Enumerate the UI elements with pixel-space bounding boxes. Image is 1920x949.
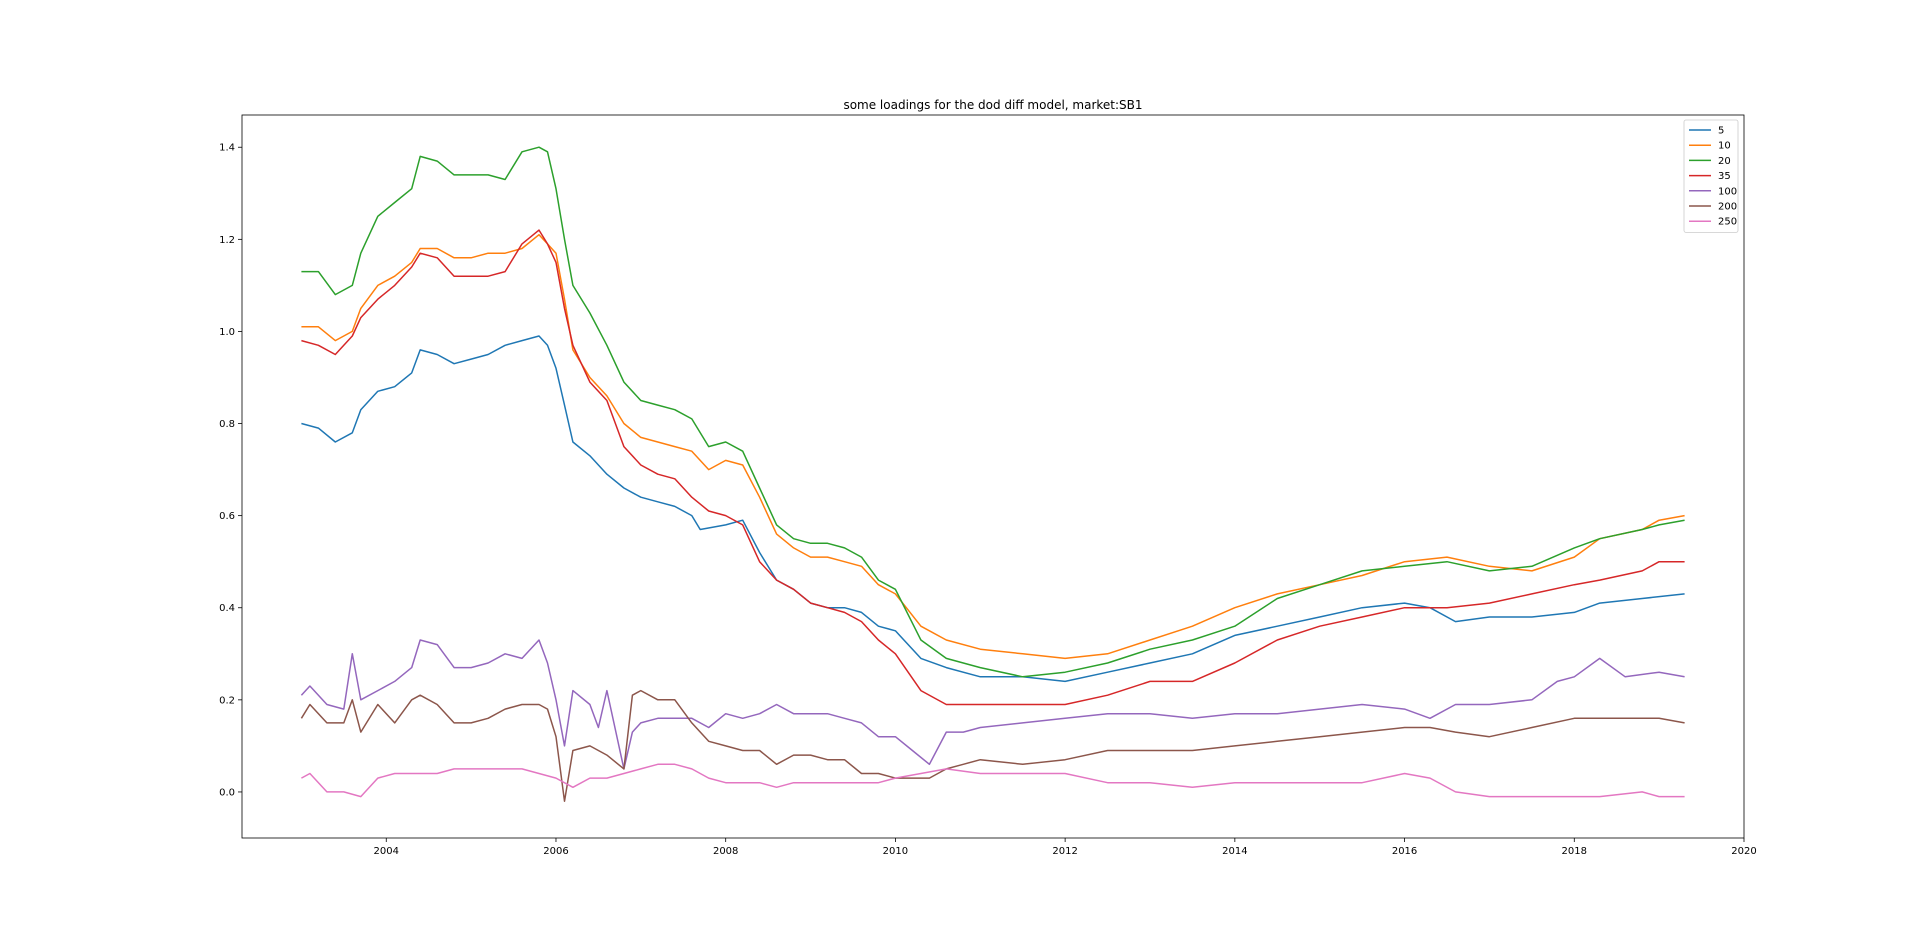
y-tick-label: 1.4 bbox=[219, 143, 235, 154]
y-tick-label: 0.2 bbox=[219, 695, 235, 706]
y-tick-label: 0.6 bbox=[219, 511, 235, 522]
y-tick-label: 1.0 bbox=[219, 327, 235, 338]
x-tick-label: 2014 bbox=[1222, 846, 1247, 857]
series-line-10 bbox=[301, 235, 1684, 659]
y-tick-label: 0.0 bbox=[219, 787, 235, 798]
y-tick-label: 0.8 bbox=[219, 419, 235, 430]
legend-label-100: 100 bbox=[1718, 186, 1737, 197]
series-line-250 bbox=[301, 764, 1684, 796]
y-tick-label: 1.2 bbox=[219, 235, 235, 246]
x-tick-label: 2008 bbox=[713, 846, 738, 857]
x-tick-label: 2004 bbox=[374, 846, 399, 857]
x-tick-label: 2020 bbox=[1731, 846, 1756, 857]
plot-frame bbox=[242, 115, 1744, 838]
x-tick-label: 2012 bbox=[1052, 846, 1077, 857]
x-tick-label: 2018 bbox=[1562, 846, 1587, 857]
chart-title: some loadings for the dod diff model, ma… bbox=[843, 98, 1142, 112]
legend-label-250: 250 bbox=[1718, 217, 1737, 228]
legend-label-10: 10 bbox=[1718, 141, 1731, 152]
series-line-5 bbox=[301, 336, 1684, 681]
series-line-20 bbox=[301, 147, 1684, 677]
x-tick-label: 2016 bbox=[1392, 846, 1417, 857]
series-line-35 bbox=[301, 230, 1684, 704]
x-tick-label: 2006 bbox=[543, 846, 568, 857]
legend-label-200: 200 bbox=[1718, 202, 1737, 213]
y-tick-label: 0.4 bbox=[219, 603, 235, 614]
series-line-200 bbox=[301, 691, 1684, 802]
legend-label-35: 35 bbox=[1718, 171, 1731, 182]
legend-label-5: 5 bbox=[1718, 126, 1724, 137]
legend-label-20: 20 bbox=[1718, 156, 1731, 167]
x-tick-label: 2010 bbox=[883, 846, 908, 857]
